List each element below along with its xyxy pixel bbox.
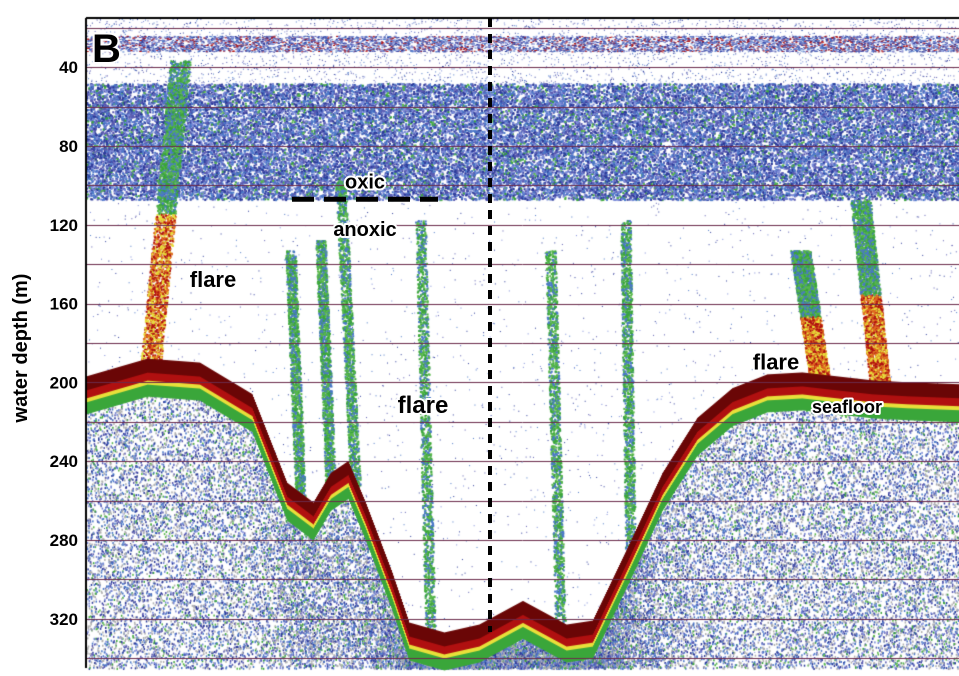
annotations: oxic anoxic flare flare flare seafloor <box>188 169 884 421</box>
panel-label: B <box>92 27 121 71</box>
y-tick-label: 240 <box>50 452 78 471</box>
y-tick-label: 280 <box>50 531 78 550</box>
annotation-flare: flare <box>190 267 236 292</box>
annotation-oxic: oxic <box>345 171 385 193</box>
annotation-anoxic: anoxic <box>333 219 396 241</box>
y-tick-label: 120 <box>50 216 78 235</box>
y-tick-label: 200 <box>50 373 78 392</box>
annotation-flare: flare <box>753 350 799 375</box>
y-tick-label: 160 <box>50 295 78 314</box>
y-tick-label: 320 <box>50 610 78 629</box>
annotation-flare: flare <box>398 392 449 419</box>
y-tick-label: 40 <box>59 58 78 77</box>
y-tick-label: 80 <box>59 137 78 156</box>
annotation-seafloor: seafloor <box>812 397 882 417</box>
y-axis-ticks: 40 80 120 160 200 240 280 320 <box>50 58 78 629</box>
y-axis-label: water depth (m) <box>10 274 32 424</box>
